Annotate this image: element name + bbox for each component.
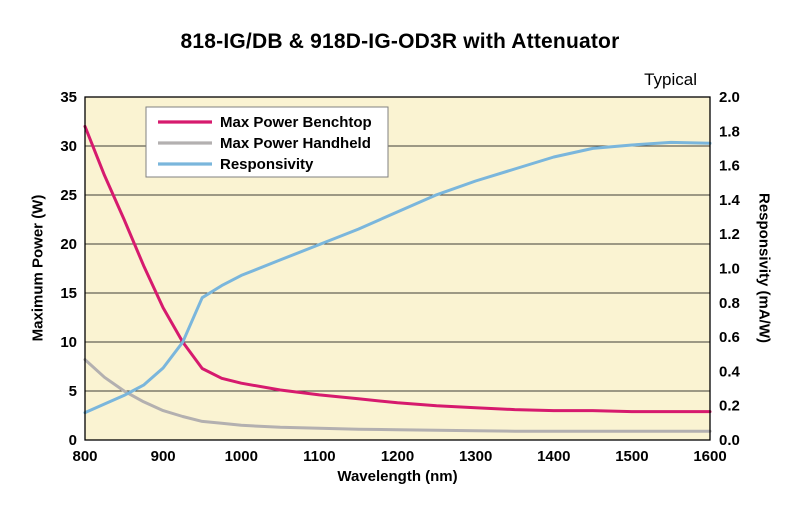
y-left-tick-label: 0 <box>69 432 77 449</box>
x-tick-label: 1100 <box>303 448 336 465</box>
legend-label: Responsivity <box>220 156 314 173</box>
legend-label: Max Power Benchtop <box>220 114 372 131</box>
x-tick-label: 800 <box>72 448 97 465</box>
series-line-max-power-benchtop <box>83 124 712 414</box>
y-right-tick-label: 1.2 <box>719 226 740 243</box>
chart-title: 818-IG/DB & 918D-IG-OD3R with Attenuator <box>180 30 620 53</box>
y-left-tick-label: 30 <box>60 138 77 155</box>
y-left-tick-label: 10 <box>60 334 77 351</box>
y-right-tick-label: 2.0 <box>719 89 740 106</box>
y-left-tick-label: 35 <box>60 89 77 106</box>
y-right-tick-label: 1.8 <box>719 123 740 140</box>
y-axis-label-left: Maximum Power (W) <box>29 194 47 342</box>
x-tick-label: 1200 <box>381 448 414 465</box>
x-tick-label: 1000 <box>225 448 258 465</box>
series-line-max-power-handheld <box>83 358 712 433</box>
y-axis-label-right: Responsivity (mA/W) <box>755 192 773 344</box>
y-right-tick-label: 1.4 <box>719 192 741 209</box>
x-tick-label: 1300 <box>459 448 492 465</box>
y-right-tick-label: 0.2 <box>719 398 740 415</box>
y-left-tick-label: 25 <box>60 187 77 204</box>
y-right-tick-label: 0.8 <box>719 295 740 312</box>
x-tick-label: 1500 <box>615 448 648 465</box>
y-right-tick-label: 0.6 <box>719 329 740 346</box>
x-axis-label: Wavelength (nm) <box>337 468 458 485</box>
y-right-tick-label: 0.0 <box>719 432 740 449</box>
y-right-tick-label: 1.0 <box>719 261 740 278</box>
y-left-tick-label: 15 <box>60 285 77 302</box>
series-line-responsivity <box>83 140 712 415</box>
y-right-tick-label: 1.6 <box>719 158 740 175</box>
x-tick-label: 900 <box>151 448 176 465</box>
plot-border <box>84 96 711 441</box>
legend-label: Max Power Handheld <box>220 135 371 152</box>
x-tick-label: 1600 <box>693 448 726 465</box>
y-left-tick-label: 5 <box>69 383 77 400</box>
y-right-tick-label: 0.4 <box>719 363 741 380</box>
y-left-tick-label: 20 <box>60 236 77 253</box>
typical-annotation: Typical <box>644 70 697 89</box>
x-tick-label: 1400 <box>537 448 570 465</box>
